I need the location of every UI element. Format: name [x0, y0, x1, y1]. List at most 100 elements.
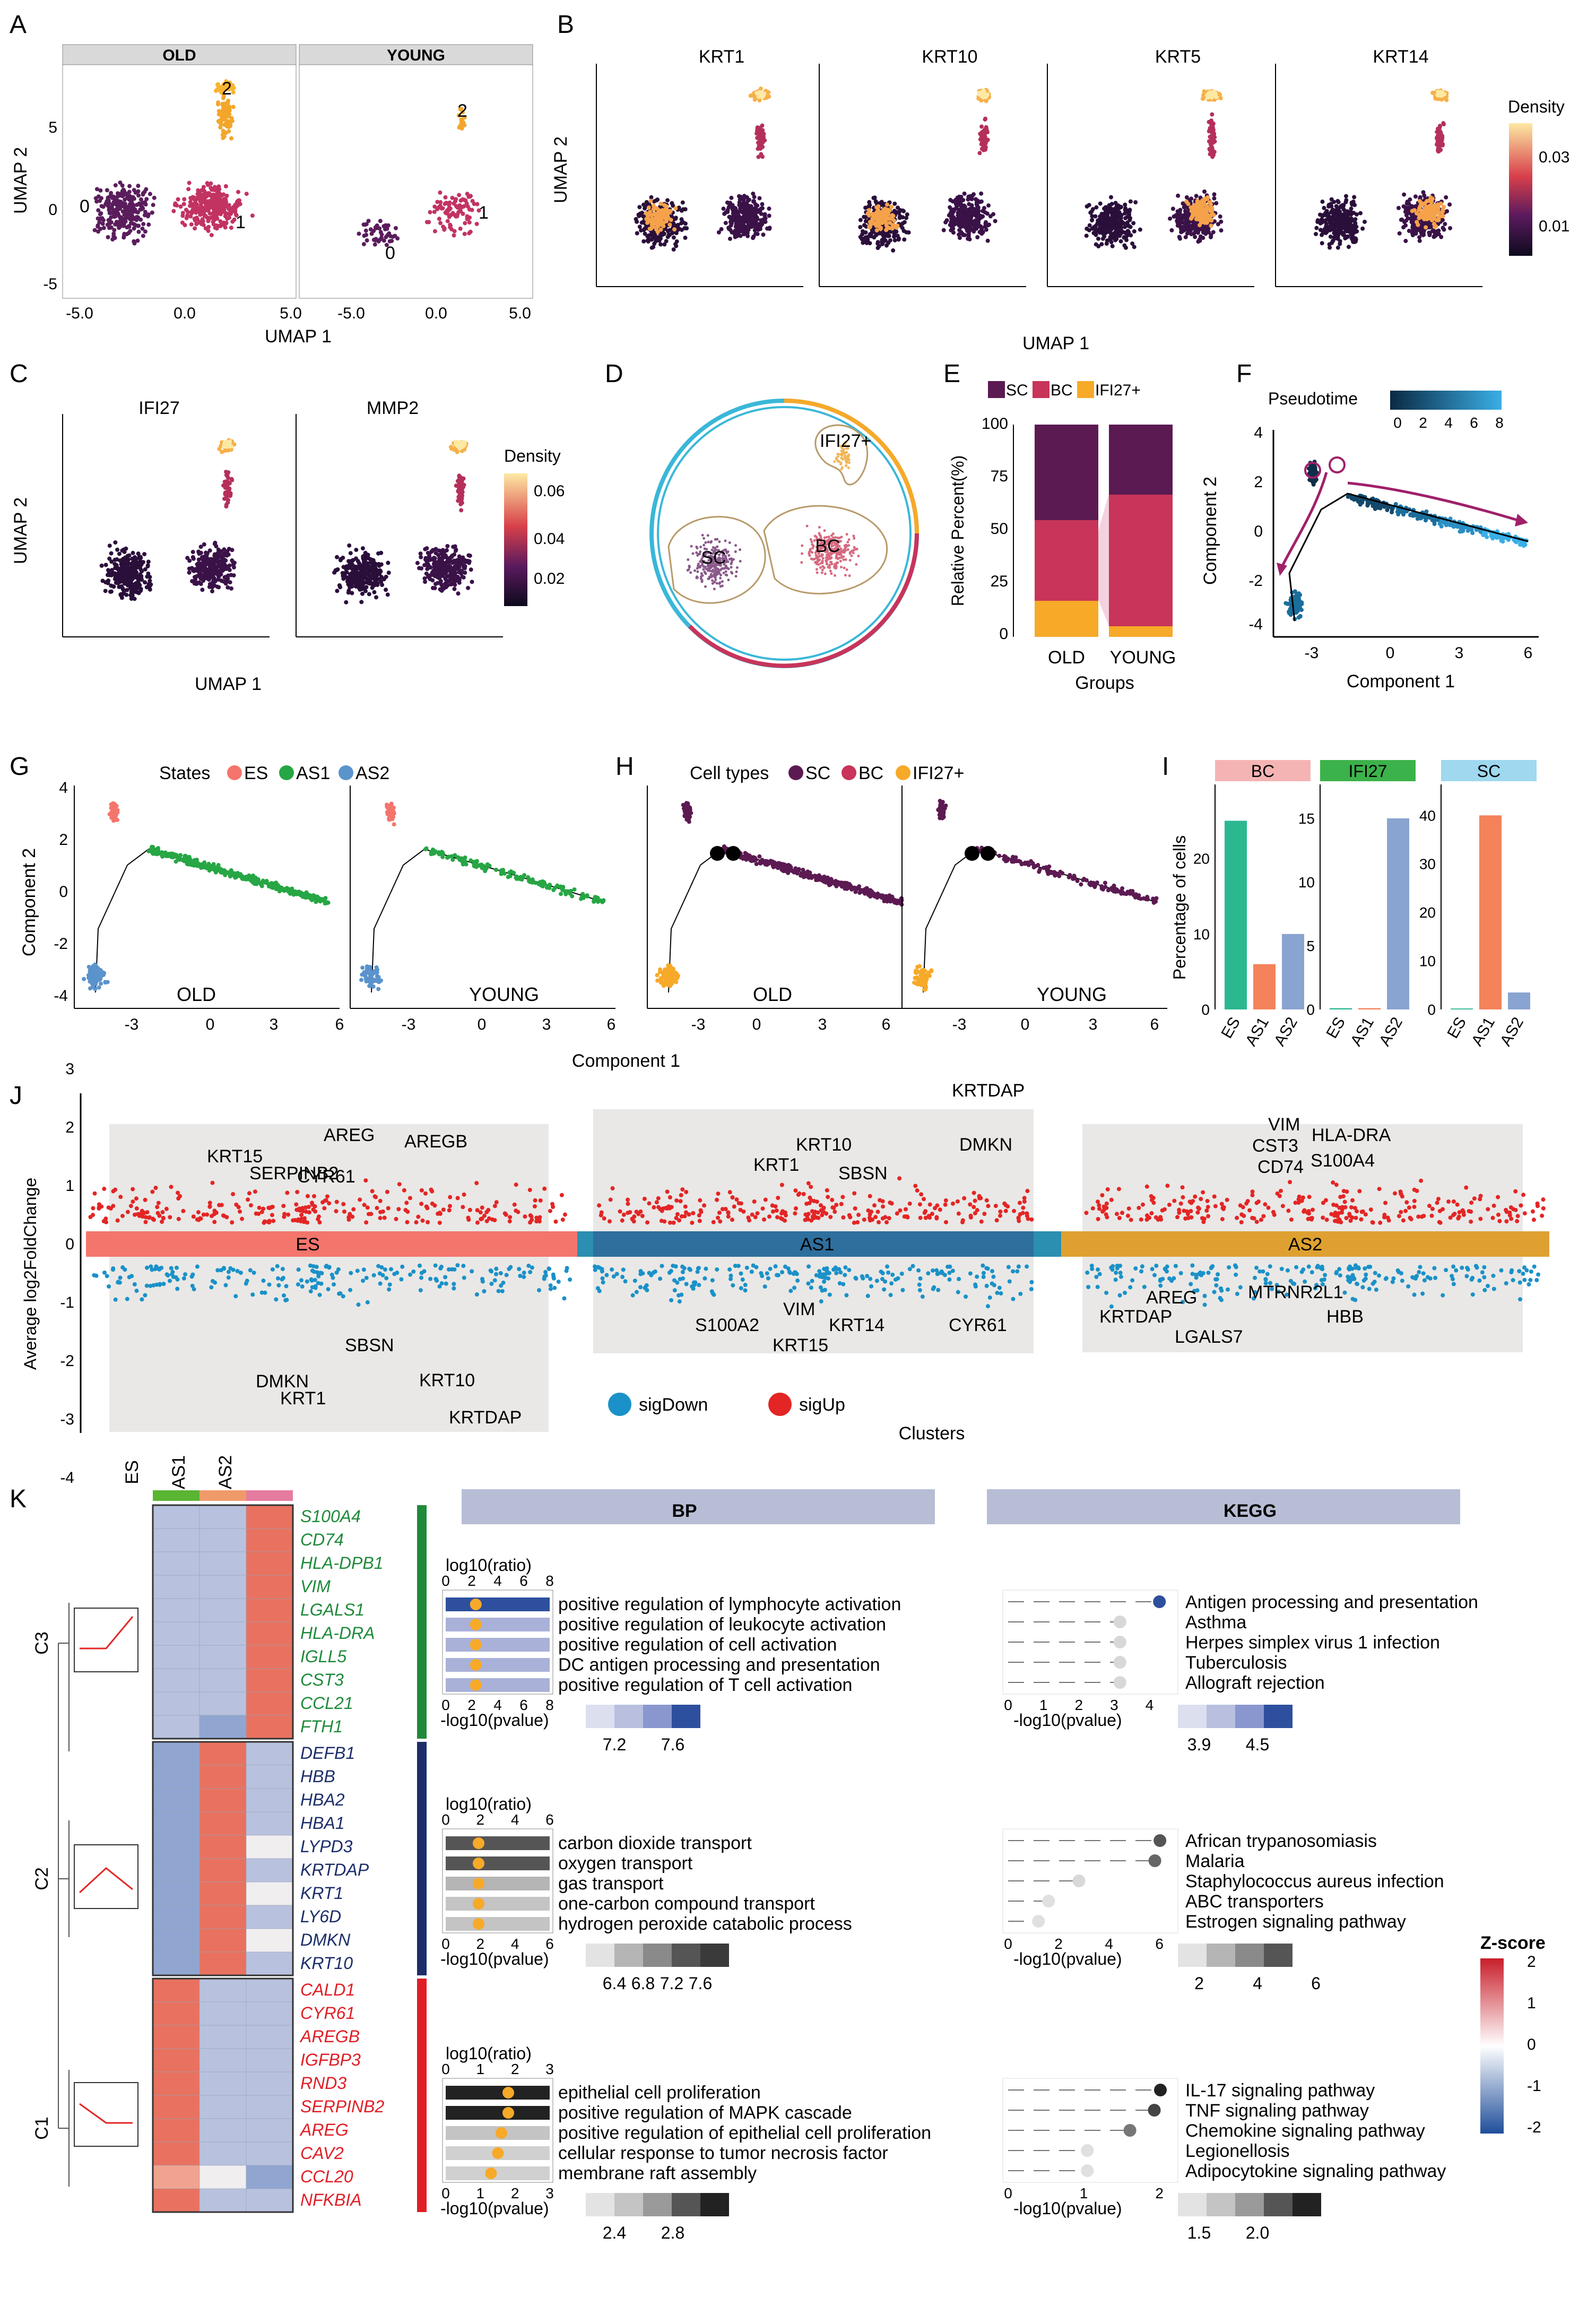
- hotspot-cell: [889, 204, 894, 209]
- cell: [196, 573, 201, 577]
- cluster-0-cell: [144, 187, 149, 192]
- cell: [124, 581, 129, 586]
- cell: [744, 195, 749, 200]
- cell: [1321, 230, 1325, 235]
- cell: [386, 560, 391, 565]
- cluster-0-cell: [127, 194, 132, 198]
- cell: [120, 586, 125, 591]
- cell: [1132, 229, 1137, 234]
- cell: [646, 239, 650, 244]
- cluster-1-cell: [237, 198, 242, 203]
- cluster-1-cell: [452, 233, 456, 238]
- cluster-0-cell: [101, 226, 106, 230]
- cell: [196, 550, 201, 555]
- cluster-0-cell: [132, 226, 136, 231]
- cluster-1-cell: [462, 197, 467, 202]
- cluster-1-cell: [236, 189, 240, 194]
- cell: [1111, 222, 1116, 227]
- cluster-0-cell: [106, 218, 111, 222]
- hotspot-cell: [644, 211, 649, 215]
- cell: [641, 239, 646, 244]
- hotspot-cell: [1194, 213, 1199, 218]
- cell: [1437, 149, 1442, 153]
- cell: [754, 131, 759, 136]
- cell: [966, 197, 970, 202]
- cluster-0-cell: [148, 192, 152, 196]
- hotspot-cell: [876, 212, 881, 217]
- cell: [1402, 192, 1407, 197]
- cell: [354, 548, 359, 552]
- cluster-1-cell: [223, 184, 228, 188]
- cell: [120, 568, 125, 573]
- cell: [655, 197, 660, 202]
- cell: [114, 563, 119, 567]
- a-xtick-5: 5.0: [280, 305, 302, 322]
- cell: [961, 232, 966, 237]
- cell: [1114, 235, 1118, 240]
- cluster-0-cell: [378, 230, 383, 235]
- cell: [759, 218, 764, 223]
- cell: [1335, 198, 1340, 203]
- cluster-0-cell: [123, 219, 128, 224]
- cell: [993, 219, 998, 223]
- cell: [1179, 217, 1184, 222]
- hotspot-cell: [1210, 208, 1215, 213]
- cell: [745, 207, 750, 212]
- cell: [965, 229, 970, 234]
- cluster-0-cell: [378, 219, 383, 223]
- hotspot-cell: [650, 222, 655, 227]
- cell: [1211, 230, 1216, 235]
- cell: [1346, 245, 1351, 249]
- cell: [1084, 234, 1089, 238]
- cell: [113, 540, 118, 545]
- cell: [363, 557, 368, 562]
- cell: [1421, 232, 1426, 237]
- hotspot-cell: [1436, 218, 1441, 222]
- a-xtick-0: 0.0: [174, 305, 196, 322]
- cluster-0-cell: [118, 201, 123, 205]
- cluster-1-cell: [214, 193, 219, 197]
- cell: [123, 555, 127, 560]
- cell: [1107, 210, 1112, 214]
- cluster-0-cell: [107, 226, 112, 230]
- cell: [123, 559, 127, 564]
- cell: [675, 222, 680, 227]
- cluster-1-cell: [206, 219, 211, 223]
- cell: [982, 132, 987, 137]
- cell: [211, 578, 216, 583]
- cell: [1397, 231, 1402, 236]
- cell: [1131, 221, 1136, 226]
- cell: [347, 543, 352, 548]
- cell: [148, 583, 152, 588]
- cluster-1-cell: [189, 222, 194, 227]
- cell: [213, 540, 218, 545]
- cell: [750, 208, 754, 212]
- cluster-1-cell: [448, 206, 453, 211]
- cell: [112, 571, 117, 576]
- cell: [369, 573, 374, 578]
- cell: [887, 234, 891, 238]
- cell: [1179, 229, 1184, 234]
- cell: [1170, 206, 1175, 211]
- cell: [679, 221, 684, 226]
- cell: [376, 551, 381, 556]
- cell: [211, 566, 216, 571]
- cluster-1-cell: [203, 191, 207, 195]
- cluster-0-cell: [368, 227, 373, 232]
- b-gene-krt5: KRT5: [1155, 47, 1201, 67]
- cell: [384, 588, 388, 592]
- cluster-1-cell: [205, 181, 210, 186]
- cell: [1438, 134, 1443, 139]
- cell: [1326, 204, 1331, 209]
- cluster-1-cell: [199, 212, 204, 217]
- cell: [1218, 214, 1222, 219]
- a-ytick-m5: -5: [43, 275, 57, 293]
- cluster-0-cell: [106, 196, 110, 201]
- cluster-2-cell: [459, 119, 464, 124]
- hotspot-cell: [1423, 208, 1428, 213]
- cluster-1-cell: [190, 207, 195, 212]
- cell: [880, 240, 884, 245]
- cell: [372, 568, 377, 573]
- cell: [733, 235, 738, 239]
- cluster-1-cell: [206, 228, 211, 233]
